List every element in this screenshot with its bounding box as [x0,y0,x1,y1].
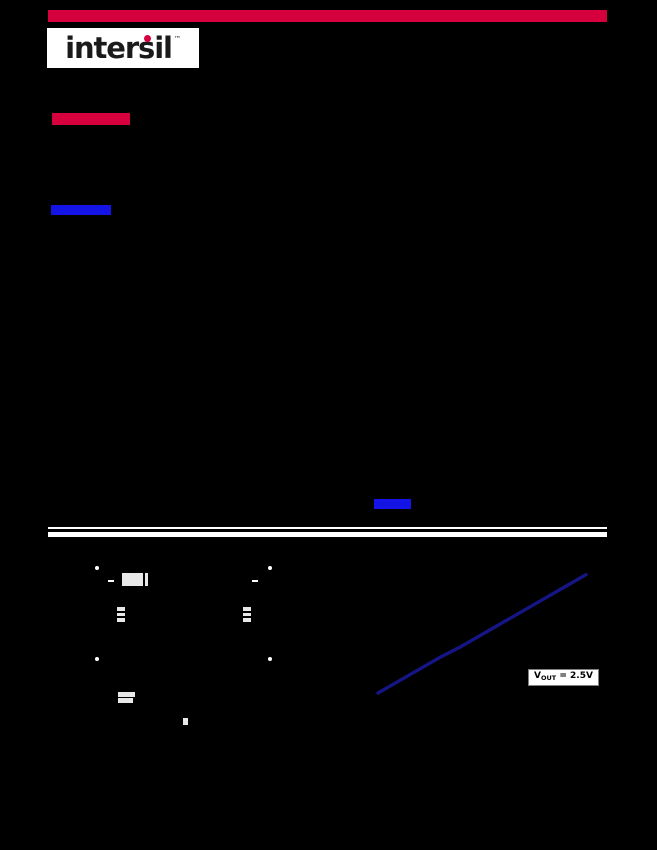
section-link-primary[interactable] [51,205,111,215]
list-item-bullet [268,566,272,570]
list-item [243,607,251,611]
chart-plot-area [376,572,588,695]
list-item [183,718,188,725]
list-item-bullet [268,657,272,661]
performance-chart: VOUT = 2.5V [360,550,610,715]
list-item [118,698,133,703]
logo-dot-icon [143,34,151,42]
list-item [117,607,125,611]
chart-annotation-subscript: OUT [540,674,557,682]
list-item [117,618,125,622]
list-item [243,618,251,622]
trademark-icon: ™ [173,34,181,43]
chart-series-line [376,572,588,695]
list-item [243,613,251,616]
list-item [118,692,135,697]
logo-wordmark: intersil ™ [65,30,181,65]
section-divider-thin [48,527,607,529]
list-item [117,613,125,616]
list-item-dash [108,580,114,582]
list-item [122,573,143,586]
chart-annotation-vout: VOUT = 2.5V [528,669,599,686]
intersil-logo: intersil ™ [47,28,199,68]
chart-annotation-suffix: = 2.5V [556,671,593,681]
part-number-heading [52,113,130,125]
list-item [145,573,148,586]
header-accent-rule [48,10,607,22]
list-item-bullet [95,657,99,661]
chart-annotation-prefix: V [534,671,541,681]
section-link-secondary[interactable] [374,499,411,509]
list-item-dash [252,580,258,582]
section-divider-thick [48,532,607,537]
list-item-bullet [95,566,99,570]
